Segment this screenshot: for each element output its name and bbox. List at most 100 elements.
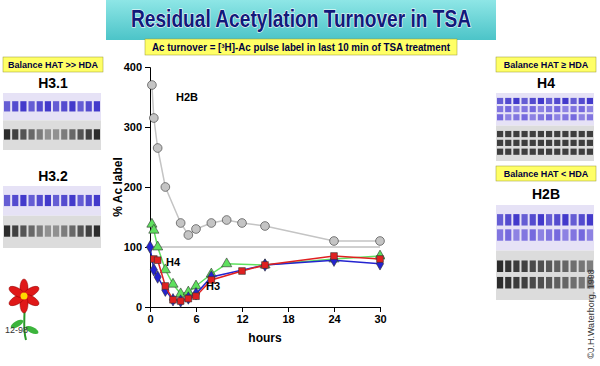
gel-stain-band bbox=[546, 98, 552, 104]
data-point bbox=[177, 298, 184, 305]
gel-stain-background bbox=[3, 186, 101, 216]
gel-stain-band bbox=[61, 195, 67, 206]
data-point bbox=[330, 237, 339, 246]
gel-stain-band bbox=[554, 214, 560, 225]
x-tick-mark bbox=[288, 307, 289, 312]
gel-stain-band bbox=[546, 214, 552, 225]
gel-film-band bbox=[4, 129, 10, 139]
gel-film-band bbox=[505, 140, 511, 146]
x-axis-line bbox=[151, 308, 381, 313]
x-tick-mark bbox=[196, 307, 197, 312]
gel-stain-band bbox=[538, 106, 544, 112]
gel-stain-band bbox=[554, 106, 560, 112]
y-tick-label: 400 bbox=[124, 61, 142, 73]
gel-stain-band bbox=[587, 229, 593, 240]
gel-stain-band bbox=[4, 195, 10, 206]
gel-film-band bbox=[579, 149, 585, 155]
data-point bbox=[149, 224, 159, 233]
gel-film-band bbox=[53, 225, 59, 236]
data-point bbox=[185, 292, 192, 304]
gel-stain-band bbox=[497, 229, 503, 240]
gel-film-band bbox=[571, 140, 577, 146]
gel-stain-band bbox=[546, 114, 552, 120]
gel-film-band bbox=[530, 131, 536, 137]
gel-film-band bbox=[554, 140, 560, 146]
gel-film-band bbox=[513, 140, 519, 146]
gel-film-band bbox=[530, 277, 536, 289]
gel-stain-band bbox=[530, 106, 536, 112]
y-axis-title: % Ac label bbox=[111, 157, 125, 217]
gel-stain-band bbox=[497, 114, 503, 120]
gel-film-band bbox=[513, 131, 519, 137]
y-tick-label: 0 bbox=[136, 301, 142, 313]
data-point bbox=[376, 237, 385, 246]
gel-film-band bbox=[522, 131, 528, 137]
gel-label: H2B bbox=[532, 186, 560, 202]
gel-film-background bbox=[3, 216, 101, 248]
gel-film-band bbox=[12, 129, 18, 139]
gel-stain-band bbox=[29, 195, 35, 206]
y-tick-mark bbox=[145, 67, 150, 68]
gel-stain-band bbox=[513, 229, 519, 240]
data-point bbox=[177, 295, 184, 307]
data-point bbox=[154, 257, 161, 264]
gel-stain-band bbox=[554, 114, 560, 120]
gel-stain-band bbox=[505, 114, 511, 120]
gel-film-band bbox=[546, 131, 552, 137]
gel-film-band bbox=[53, 129, 59, 139]
gel-stain-band bbox=[505, 106, 511, 112]
gel-film-band bbox=[45, 225, 51, 236]
gel-stain-band bbox=[45, 101, 51, 111]
x-tick: 12 bbox=[236, 307, 248, 325]
gel-film-band bbox=[78, 129, 84, 139]
gel-panel: Balance HAT ≥ HDAH4 bbox=[496, 57, 596, 161]
gel-film-band bbox=[513, 260, 519, 272]
gel-stain-band bbox=[571, 114, 577, 120]
gel-stain-band bbox=[538, 214, 544, 225]
x-tick-mark bbox=[380, 307, 381, 312]
gel-film-band bbox=[505, 131, 511, 137]
gel-stain-band bbox=[497, 98, 503, 104]
data-point bbox=[146, 241, 153, 253]
gel-film-band bbox=[94, 225, 100, 236]
x-tick: 30 bbox=[374, 307, 386, 325]
gel-stain-band bbox=[562, 214, 568, 225]
x-tick: 24 bbox=[328, 307, 341, 325]
gel-film-band bbox=[538, 131, 544, 137]
gel-stain-band bbox=[587, 106, 593, 112]
copyright: ©J.H.Waterborg, 1998 bbox=[586, 269, 596, 358]
gel-film-band bbox=[538, 140, 544, 146]
x-axis: 0612182430 bbox=[147, 307, 386, 325]
gel-film-band bbox=[94, 129, 100, 139]
y-tick: 200 bbox=[124, 181, 150, 193]
y-tick: 400 bbox=[124, 61, 150, 73]
gel-stain-band bbox=[37, 101, 43, 111]
x-tick-label: 12 bbox=[236, 313, 248, 325]
gel-stain-band bbox=[579, 214, 585, 225]
gel-film-band bbox=[579, 140, 585, 146]
gel-film-band bbox=[571, 277, 577, 289]
gel-film-band bbox=[45, 129, 51, 139]
gel-stain-band bbox=[554, 229, 560, 240]
gel-stain-band bbox=[513, 114, 519, 120]
gel-stain-band bbox=[505, 229, 511, 240]
data-point bbox=[176, 219, 185, 228]
gel-film-band bbox=[571, 131, 577, 137]
gel-film-band bbox=[78, 225, 84, 236]
data-point bbox=[377, 256, 384, 263]
y-tick-label: 200 bbox=[124, 181, 142, 193]
y-tick-mark bbox=[145, 187, 150, 188]
y-tick-label: 100 bbox=[124, 241, 142, 253]
gel-film-band bbox=[497, 260, 503, 272]
gel-film-band bbox=[69, 225, 75, 236]
panel-heading: Balance HAT < HDA bbox=[504, 169, 589, 179]
gel-stain-band bbox=[554, 98, 560, 104]
gel-stain-band bbox=[12, 195, 18, 206]
gel-stain-band bbox=[522, 98, 528, 104]
gel-stain-band bbox=[94, 101, 100, 111]
gel-film-band bbox=[554, 277, 560, 289]
data-point bbox=[162, 283, 169, 290]
gel-film-background bbox=[496, 251, 594, 300]
gel-film-band bbox=[37, 129, 43, 139]
series-line bbox=[150, 247, 380, 301]
